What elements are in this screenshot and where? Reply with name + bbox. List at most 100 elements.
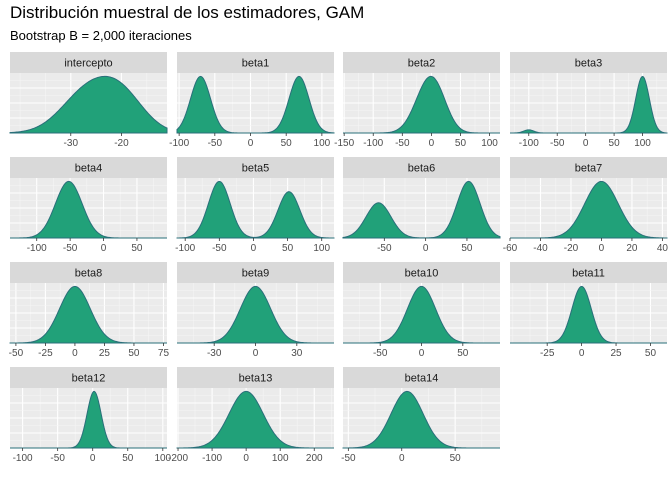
x-tick-label: 50 (128, 348, 140, 359)
density-area (509, 75, 668, 134)
facet-panel-beta12: beta12 -100 -50 0 50 100 (10, 367, 172, 464)
facet-strip (177, 262, 334, 283)
facet-strip (343, 157, 500, 178)
x-tick-label: -50 (9, 348, 24, 359)
facet-panel-beta1: beta1 -100 -50 0 50 100 (169, 52, 335, 149)
facet-panel-beta2: beta2 -150 -100 -50 0 50 100 (334, 52, 500, 149)
density-area (342, 390, 500, 449)
x-tick-label: -50 (63, 243, 78, 254)
facet-panel-beta3: beta3 -100 -50 0 50 100 (509, 52, 668, 149)
x-tick-label: -50 (50, 453, 65, 464)
x-tick-label: -100 (363, 138, 383, 149)
x-tick-label: -100 (13, 453, 33, 464)
x-tick-label: 0 (399, 453, 405, 464)
facet-panel-beta14: beta14 -50 0 50 (341, 367, 500, 464)
facet-strip (177, 367, 334, 388)
density-area (510, 285, 667, 344)
x-tick-label: 50 (282, 243, 294, 254)
density-area (176, 180, 335, 239)
facet-strip-label: beta3 (575, 58, 603, 70)
density-area (343, 285, 500, 344)
density-area (176, 390, 334, 449)
x-tick-label: 25 (99, 348, 111, 359)
facet-strip (510, 157, 667, 178)
x-tick-label: -40 (533, 243, 548, 254)
density-area (10, 390, 167, 449)
facet-strip (10, 262, 167, 283)
density-area (9, 75, 168, 134)
x-tick-label: -60 (503, 243, 518, 254)
facet-panel-beta6: beta6 -50 0 50 (342, 157, 501, 254)
facet-strip-label: beta7 (575, 163, 603, 175)
x-tick-label: 100 (272, 453, 289, 464)
facet-strip (10, 367, 167, 388)
density-area (9, 285, 167, 344)
x-tick-label: 40 (657, 243, 669, 254)
facet-panel-beta5: beta5 -100 -50 0 50 100 (175, 157, 335, 254)
density-area (510, 180, 668, 239)
x-tick-label: 75 (158, 348, 170, 359)
x-tick-label: 0 (101, 243, 107, 254)
x-tick-label: 0 (599, 243, 605, 254)
chart-title: Distribución muestral de los estimadores… (10, 3, 365, 22)
x-tick-label: -50 (373, 348, 388, 359)
x-tick-label: 50 (131, 243, 143, 254)
facet-strip (343, 367, 500, 388)
x-tick-label: 100 (314, 138, 331, 149)
x-tick-label: -100 (175, 243, 195, 254)
x-tick-label: 0 (90, 453, 96, 464)
facet-strip (343, 262, 500, 283)
x-tick-label: -30 (64, 138, 79, 149)
density-area (343, 75, 500, 134)
x-tick-label: 0 (419, 348, 425, 359)
facet-strip (177, 157, 334, 178)
x-tick-label: 50 (455, 138, 467, 149)
x-tick-label: 20 (626, 243, 638, 254)
facet-strip-label: beta2 (408, 58, 436, 70)
x-tick-label: -100 (169, 138, 189, 149)
x-tick-label: -100 (202, 453, 222, 464)
x-tick-label: 50 (457, 348, 469, 359)
x-tick-label: -50 (212, 243, 227, 254)
x-tick-label: 0 (429, 138, 435, 149)
density-area (342, 180, 501, 239)
x-tick-label: -50 (377, 243, 392, 254)
facet-strip (10, 157, 167, 178)
facet-panel-beta13: beta13 -200 -100 0 100 200 (168, 367, 334, 464)
facet-strip-label: beta10 (405, 268, 439, 280)
facet-strip-label: beta9 (242, 268, 270, 280)
x-tick-label: 50 (461, 243, 473, 254)
facet-strip-label: beta5 (242, 163, 270, 175)
x-tick-label: -20 (114, 138, 129, 149)
facet-strip-label: beta6 (408, 163, 436, 175)
density-area (176, 75, 335, 134)
x-tick-label: -50 (395, 138, 410, 149)
x-tick-label: 100 (154, 453, 171, 464)
x-tick-label: 50 (645, 348, 657, 359)
facet-strip (10, 52, 167, 73)
x-tick-label: 0 (248, 138, 254, 149)
facet-strip-label: beta11 (572, 268, 605, 280)
x-tick-label: -30 (207, 348, 222, 359)
facet-strip-label: beta8 (75, 268, 103, 280)
x-tick-label: -100 (519, 138, 539, 149)
facet-strip-label: beta12 (72, 373, 106, 385)
facet-panel-beta7: beta7 -60 -40 -20 0 20 40 (503, 157, 669, 254)
x-tick-label: 0 (579, 348, 585, 359)
x-tick-label: 50 (281, 138, 293, 149)
facet-strip-label: beta1 (242, 58, 270, 70)
facet-panel-beta10: beta10 -50 0 50 (343, 262, 500, 359)
x-tick-label: 25 (610, 348, 622, 359)
x-tick-label: 100 (313, 243, 330, 254)
x-tick-label: -100 (27, 243, 47, 254)
x-tick-label: -200 (168, 453, 188, 464)
facet-strip-label: beta13 (239, 373, 273, 385)
facet-strip (177, 52, 334, 73)
x-tick-label: -50 (208, 138, 223, 149)
facet-strip (510, 52, 667, 73)
x-tick-label: 0 (583, 138, 589, 149)
x-tick-label: 100 (634, 138, 651, 149)
density-area (10, 180, 167, 239)
x-tick-label: -20 (564, 243, 579, 254)
